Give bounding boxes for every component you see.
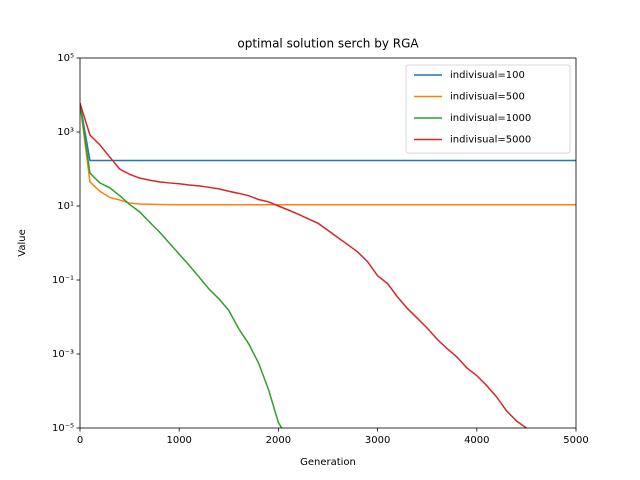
x-tick-label: 2000: [266, 435, 291, 446]
legend-label: indivisual=1000: [450, 113, 531, 124]
y-tick-label: 10⁵: [57, 53, 74, 64]
x-tick-label: 4000: [464, 435, 489, 446]
y-axis-label: Value: [17, 229, 28, 256]
y-tick-label: 10⁻¹: [52, 275, 74, 286]
plot-lines: [80, 102, 576, 428]
legend-box: [405, 64, 571, 154]
y-tick-label: 10⁻³: [52, 349, 74, 360]
series-line: [80, 103, 283, 428]
x-tick-label: 0: [77, 435, 83, 446]
legend-label: indivisual=500: [450, 92, 525, 103]
series-line: [80, 102, 528, 428]
legend-label: indivisual=5000: [450, 135, 531, 146]
legend-label: indivisual=100: [450, 70, 525, 81]
y-tick-label: 10³: [57, 127, 74, 138]
x-axis-label: Generation: [300, 457, 356, 468]
x-tick-label: 3000: [365, 435, 390, 446]
series-line: [80, 103, 576, 206]
x-tick-label: 5000: [563, 435, 588, 446]
plot-frame: [79, 57, 577, 429]
y-tick-label: 10¹: [57, 201, 74, 212]
y-tick-label: 10⁻⁵: [52, 423, 74, 434]
chart-title: optimal solution serch by RGA: [237, 37, 419, 51]
x-tick-label: 1000: [166, 435, 191, 446]
